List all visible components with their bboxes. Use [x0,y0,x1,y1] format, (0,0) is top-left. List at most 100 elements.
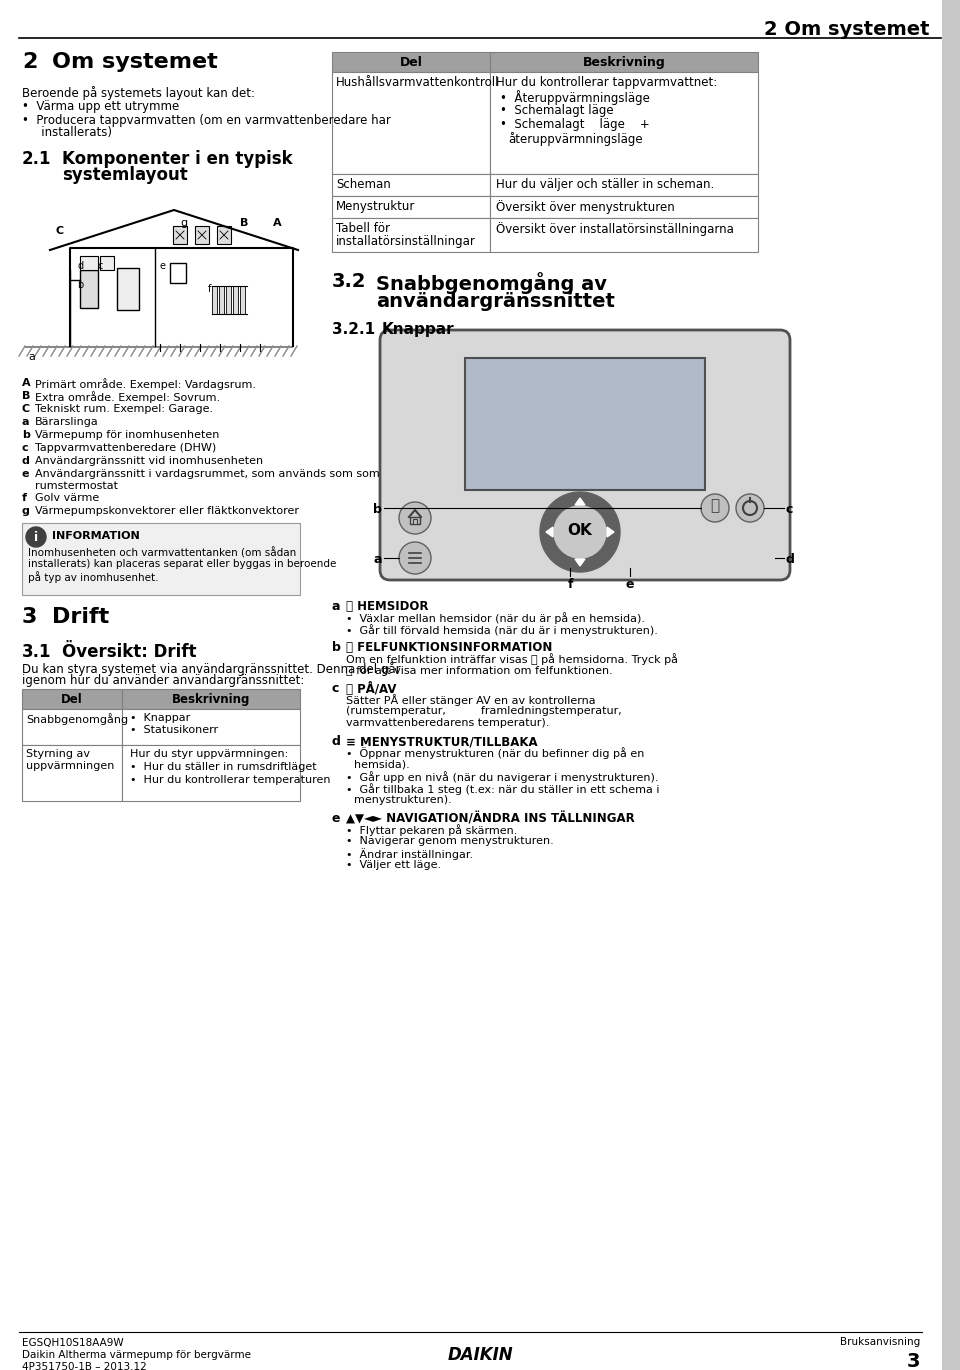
Text: Komponenter i en typisk: Komponenter i en typisk [62,149,293,169]
Bar [122,745,300,801]
Text: •  Flyttar pekaren på skärmen.: • Flyttar pekaren på skärmen. [346,823,517,836]
Bar [170,263,186,284]
Text: Översikt över menystrukturen: Översikt över menystrukturen [496,200,675,214]
Text: b: b [332,641,341,653]
Bar [413,519,417,523]
Bar [233,286,238,314]
Bar [217,226,231,244]
Text: g: g [22,506,30,516]
Text: f: f [208,284,211,295]
FancyBboxPatch shape [380,330,790,580]
Text: ≡ MENYSTRUKTUR/TILLBAKA: ≡ MENYSTRUKTUR/TILLBAKA [346,734,538,748]
Text: Menystruktur: Menystruktur [336,200,416,212]
Text: Tabell för: Tabell för [336,222,390,236]
Bar [410,516,420,523]
Text: 2.1: 2.1 [22,149,52,169]
Text: Styrning av: Styrning av [26,749,90,759]
Text: •  Statusikonerr: • Statusikonerr [130,725,218,734]
Bar [25,347,293,348]
Text: •  Växlar mellan hemsidor (när du är på en hemsida).: • Växlar mellan hemsidor (när du är på e… [346,612,645,623]
Text: (rumstemperatur,          framledningstemperatur,: (rumstemperatur, framledningstemperatur, [346,706,622,717]
Text: •  Väljer ett läge.: • Väljer ett läge. [346,860,442,870]
Text: Daikin Altherma värmepump för bergvärme: Daikin Altherma värmepump för bergvärme [22,1349,251,1360]
Text: b: b [77,279,84,290]
Text: •  Hur du ställer in rumsdriftläget: • Hur du ställer in rumsdriftläget [130,762,317,773]
Text: f: f [567,578,573,590]
Text: på typ av inomhusenhet.: på typ av inomhusenhet. [28,571,158,582]
Circle shape [540,492,620,573]
Text: •  Schemalagt läge: • Schemalagt läge [500,104,613,116]
Text: A: A [22,378,31,388]
Circle shape [701,495,729,522]
Text: Översikt: Drift: Översikt: Drift [62,643,197,660]
Bar [80,270,98,308]
Text: 2: 2 [22,52,37,73]
Text: b: b [373,503,382,516]
Text: B: B [240,218,249,227]
Bar [100,256,114,270]
Text: e: e [332,812,341,825]
Text: b: b [22,430,30,440]
Text: Hushållsvarmvattenkontroll: Hushållsvarmvattenkontroll [336,75,499,89]
Text: c: c [332,682,340,695]
Text: •  Navigerar genom menystrukturen.: • Navigerar genom menystrukturen. [346,836,554,847]
Bar [465,358,705,490]
Bar [332,196,490,218]
Text: g: g [180,218,187,227]
Text: a: a [22,416,30,427]
Text: Knappar: Knappar [382,322,455,337]
Bar [195,226,209,244]
Bar [22,523,300,595]
Text: 3: 3 [906,1352,920,1370]
Text: 3.2.1: 3.2.1 [332,322,375,337]
Text: a: a [28,352,35,362]
Bar [22,710,122,745]
Text: •  Återuppvärmningsläge: • Återuppvärmningsläge [500,90,650,105]
Text: Användargränssnitt i vardagsrummet, som används som som: Användargränssnitt i vardagsrummet, som … [35,469,380,479]
Bar [80,256,98,270]
Text: •  Producera tappvarmvatten (om en varmvattenberedare har: • Producera tappvarmvatten (om en varmva… [22,114,391,127]
Text: Du kan styra systemet via användargränssnittet. Denna del går: Du kan styra systemet via användargränss… [22,662,400,675]
Bar [332,218,490,252]
Text: Användargränssnitt vid inomhusenheten: Användargränssnitt vid inomhusenheten [35,456,263,466]
Text: Del: Del [61,693,83,706]
Text: Tappvarmvattenberedare (DHW): Tappvarmvattenberedare (DHW) [35,443,216,453]
Text: •  Öppnar menystrukturen (när du befinner dig på en: • Öppnar menystrukturen (när du befinner… [346,747,644,759]
Text: uppvärmningen: uppvärmningen [26,760,114,771]
Text: 2 Om systemet: 2 Om systemet [764,21,930,38]
Text: Hur du styr uppvärmningen:: Hur du styr uppvärmningen: [130,749,288,759]
Text: f: f [22,493,27,503]
Text: •  Knappar: • Knappar [130,712,190,723]
Bar [122,710,300,745]
Text: Översikt över installatörsinställningarna: Översikt över installatörsinställningarn… [496,222,733,236]
Text: Hur du kontrollerar tappvarmvattnet:: Hur du kontrollerar tappvarmvattnet: [496,75,717,89]
Circle shape [26,527,46,547]
Text: •  Schemalagt    läge    +: • Schemalagt läge + [500,118,650,132]
Text: rumstermostat: rumstermostat [35,481,118,490]
Text: installatörsinställningar: installatörsinställningar [336,236,476,248]
Text: Golv värme: Golv värme [35,493,99,503]
Text: 3: 3 [22,607,37,627]
Text: Extra område. Exempel: Sovrum.: Extra område. Exempel: Sovrum. [35,390,220,403]
Text: Ⓟ PÅ/AV: Ⓟ PÅ/AV [346,682,396,696]
Bar [122,689,300,710]
Text: ⓘ: ⓘ [710,499,720,514]
Text: c: c [22,443,29,453]
Text: hemsida).: hemsida). [354,759,410,769]
Text: e: e [160,262,166,271]
Text: •  Går till förvald hemsida (när du är i menystrukturen).: • Går till förvald hemsida (när du är i … [346,623,658,636]
Bar [117,269,139,310]
Text: Ⓘ HEMSIDOR: Ⓘ HEMSIDOR [346,600,428,612]
Text: •  Hur du kontrollerar temperaturen: • Hur du kontrollerar temperaturen [130,775,330,785]
Text: i: i [34,532,38,544]
Circle shape [399,501,431,534]
Text: Bärarslinga: Bärarslinga [35,416,99,427]
Text: Värmepump för inomhusenheten: Värmepump för inomhusenheten [35,430,220,440]
Bar [219,286,224,314]
Polygon shape [575,499,585,506]
Text: d: d [786,553,795,566]
Bar [212,286,217,314]
Text: 3.2: 3.2 [332,273,367,290]
Text: •  Går upp en nivå (när du navigerar i menystrukturen).: • Går upp en nivå (när du navigerar i me… [346,771,659,782]
Bar [173,226,187,244]
